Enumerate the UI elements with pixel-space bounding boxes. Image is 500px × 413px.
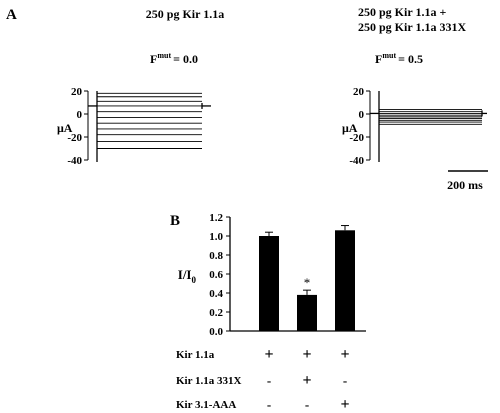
condition-mark: -: [267, 397, 271, 412]
condition-mark: +: [340, 396, 349, 413]
condition-mark: -: [267, 373, 271, 388]
panel-b-label: B: [170, 213, 180, 229]
y-tick-label: 0: [77, 109, 83, 121]
bar-y-tick-label: 0.6: [209, 269, 223, 281]
bar-y-tick-label: 0.4: [209, 288, 223, 300]
condition-mark: +: [302, 372, 311, 389]
y-tick-label: 20: [353, 86, 365, 98]
scale-bar-label: 200 ms: [447, 178, 483, 192]
left-trace-panel: μA 20 0 -20 -40: [57, 86, 211, 167]
left-title: 250 pg Kir 1.1a: [146, 7, 224, 21]
significance-mark: *: [304, 275, 311, 290]
right-y-unit: μA: [342, 121, 358, 135]
right-trace-panel: μA 20 0 -20 -40: [342, 86, 487, 167]
right-fmut-label: Fmut = 0.5: [375, 51, 423, 66]
condition-mark: +: [340, 346, 349, 363]
y-tick-label: 0: [359, 109, 365, 121]
bar: [335, 230, 355, 331]
bar: [259, 236, 279, 331]
bar-y-tick-label: 1.2: [209, 212, 223, 224]
condition-label: Kir 1.1a 331X: [176, 375, 242, 387]
bar-y-tick-label: 0.2: [209, 307, 223, 319]
bar-y-label: I/I0: [178, 267, 197, 285]
condition-mark: +: [302, 346, 311, 363]
y-tick-label: -40: [349, 155, 364, 167]
y-tick-label: 20: [71, 86, 83, 98]
condition-label: Kir 1.1a: [176, 349, 215, 361]
bar-y-tick-label: 1.0: [209, 231, 223, 243]
y-tick-label: -20: [349, 132, 364, 144]
condition-mark: -: [343, 373, 347, 388]
right-title-line2: 250 pg Kir 1.1a 331X: [358, 20, 466, 34]
y-tick-label: -40: [67, 155, 82, 167]
bar-y-tick-label: 0.8: [209, 250, 223, 262]
left-y-unit: μA: [57, 121, 73, 135]
condition-label: Kir 3.1-AAA: [176, 399, 236, 411]
condition-mark: +: [264, 346, 273, 363]
left-fmut-label: Fmut = 0.0: [150, 51, 198, 66]
bar-y-tick-label: 0.0: [209, 326, 223, 338]
condition-mark: -: [305, 397, 309, 412]
panel-a-label: A: [6, 7, 17, 23]
condition-table: Kir 1.1a + + + Kir 1.1a 331X - + - Kir 3.1-AAA - -…: [176, 346, 350, 413]
bar: [297, 294, 317, 331]
y-tick-label: -20: [67, 132, 82, 144]
bar-chart: 0.0 0.2 0.4 0.6 0.8 1.0 1.2 *: [209, 212, 366, 338]
right-title-line1: 250 pg Kir 1.1a +: [358, 5, 446, 19]
